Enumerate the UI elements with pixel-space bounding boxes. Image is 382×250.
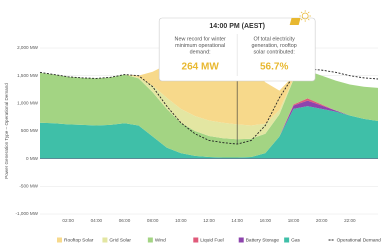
x-tick-label: 18:00 (288, 218, 300, 223)
y-tick-label: 500 MW (21, 128, 39, 133)
y-tick-label: 1,000 MW (17, 101, 39, 106)
x-tick-label: 10:00 (175, 218, 187, 223)
sun-ray (300, 11, 303, 14)
sun-icon (289, 10, 311, 25)
tooltip-text: New record for winter (175, 36, 226, 42)
tooltip-text: solar contributed: (253, 49, 294, 55)
tooltip-text: minimum operational (175, 43, 225, 49)
x-tick-label: 06:00 (119, 218, 131, 223)
legend-label: Rooftop Solar (64, 237, 94, 243)
legend-swatch (147, 237, 153, 243)
x-tick-label: 22:00 (344, 218, 356, 223)
x-tick-label: 20:00 (316, 218, 328, 223)
sun-ray (307, 11, 310, 14)
legend-swatch (57, 237, 62, 243)
tooltip-time: 14:00 PM (AEST) (209, 23, 265, 30)
sun (301, 12, 309, 20)
tooltip-text: demand: (190, 49, 211, 55)
legend-label: Operational Demand (337, 237, 382, 243)
x-tick-label: 16:00 (260, 218, 272, 223)
area-gas (40, 106, 378, 159)
tooltip-value: 264 MW (182, 62, 220, 73)
y-tick-label: 1,500 MW (17, 73, 39, 78)
tooltip-text: generation, rooftop (252, 43, 297, 49)
legend-label: Grid Solar (109, 237, 131, 243)
sun-ray (307, 18, 310, 21)
legend-swatch (193, 237, 199, 243)
x-tick-label: 14:00 (231, 218, 243, 223)
legend-label: Wind (155, 237, 166, 243)
sun-ray (300, 18, 303, 21)
x-tick-label: 02:00 (62, 218, 74, 223)
legend-swatch (238, 237, 244, 243)
demand-line (39, 68, 379, 145)
legend-label: Battery Storage (246, 237, 280, 243)
y-tick-label: -1,000 MW (16, 211, 39, 216)
area-wind (40, 70, 378, 158)
area-rooftop-solar (40, 54, 378, 126)
x-tick-label: 12:00 (203, 218, 215, 223)
legend-label: Liquid Fuel (200, 237, 223, 243)
legend-swatch (284, 237, 290, 243)
x-tick-label: 04:00 (91, 218, 103, 223)
panel (289, 18, 301, 25)
y-axis-title: Power Generation Type – Operational Dema… (4, 83, 9, 179)
y-tick-label: 0 MW (26, 156, 39, 161)
tooltip-text: Of total electricity (253, 36, 295, 42)
legend-label: Gas (291, 237, 300, 243)
y-tick-label: 2,000 MW (17, 45, 39, 50)
legend-swatch (102, 237, 108, 243)
x-tick-label: 08:00 (147, 218, 159, 223)
y-tick-label: -500 MW (19, 184, 38, 189)
tooltip-value: 56.7% (260, 62, 288, 73)
area-grid-solar (40, 70, 378, 140)
